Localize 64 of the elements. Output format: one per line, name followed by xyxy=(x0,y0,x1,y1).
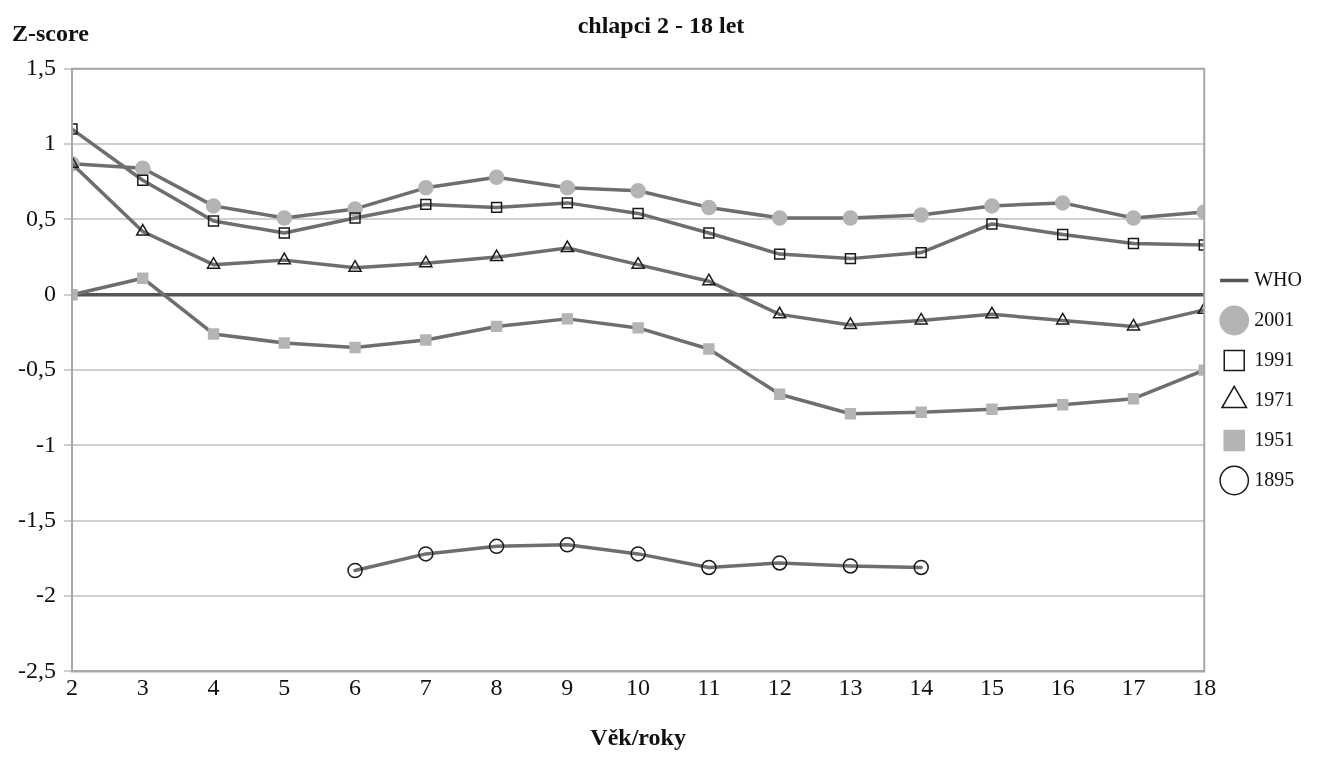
x-tick-label: 12 xyxy=(767,674,792,701)
point xyxy=(986,403,998,415)
point xyxy=(278,337,290,349)
legend-label: 2001 xyxy=(1254,307,1295,330)
point xyxy=(561,313,574,325)
point xyxy=(844,408,857,420)
point xyxy=(632,322,644,334)
legend-label: WHO xyxy=(1254,267,1302,290)
point xyxy=(207,328,220,340)
y-tick-label: 0 xyxy=(43,280,56,307)
legend-label: 1971 xyxy=(1254,387,1295,410)
point xyxy=(1127,393,1140,405)
y-tick-label: -2,5 xyxy=(17,656,56,683)
y-tick-label: 1,5 xyxy=(25,54,56,81)
x-tick-label: 5 xyxy=(278,674,291,701)
y-tick-label: 1 xyxy=(43,129,56,156)
point xyxy=(137,272,149,284)
x-tick-label: 13 xyxy=(838,674,863,701)
x-tick-label: 7 xyxy=(419,674,432,701)
y-tick-label: -0,5 xyxy=(17,355,56,382)
x-tick-label: 16 xyxy=(1050,674,1075,701)
point xyxy=(1054,195,1071,211)
point xyxy=(205,198,222,214)
point xyxy=(701,199,717,216)
point xyxy=(490,320,503,333)
legend-label: 1951 xyxy=(1254,427,1295,450)
x-tick-label: 6 xyxy=(349,674,362,701)
point xyxy=(418,180,434,196)
x-tick-label: 17 xyxy=(1121,674,1146,701)
y-tick-label: -1,5 xyxy=(17,506,56,533)
x-tick-label: 2 xyxy=(65,674,78,701)
point xyxy=(135,160,151,176)
point xyxy=(773,388,786,400)
point xyxy=(276,210,293,226)
x-tick-label: 4 xyxy=(207,674,220,701)
point xyxy=(913,207,929,223)
point xyxy=(771,210,788,226)
point xyxy=(420,334,432,346)
point xyxy=(915,406,927,418)
x-tick-label: 15 xyxy=(979,674,1004,701)
point xyxy=(842,210,859,226)
x-tick-label: 18 xyxy=(1192,674,1217,701)
point xyxy=(349,341,361,354)
legend-label: 1895 xyxy=(1254,467,1295,490)
x-tick-label: 9 xyxy=(561,674,574,701)
x-tick-label: 14 xyxy=(909,674,934,701)
point xyxy=(1125,210,1142,226)
x-axis-title: Věk/roky xyxy=(590,723,686,750)
y-axis-title: Z-score xyxy=(12,20,90,46)
x-tick-label: 11 xyxy=(697,674,721,701)
y-tick-label: -2 xyxy=(35,581,56,608)
point xyxy=(630,183,646,199)
point xyxy=(984,198,1000,214)
point xyxy=(488,169,505,186)
x-tick-label: 8 xyxy=(490,674,503,701)
y-tick-label: -1 xyxy=(35,430,56,457)
legend-label: 1991 xyxy=(1254,347,1295,370)
point xyxy=(703,343,715,355)
chart-title: chlapci 2 - 18 let xyxy=(577,11,745,38)
point xyxy=(1057,399,1069,411)
x-tick-label: 3 xyxy=(136,674,149,701)
x-tick-label: 10 xyxy=(626,674,651,701)
y-tick-label: 0,5 xyxy=(25,204,56,231)
point xyxy=(559,180,576,196)
